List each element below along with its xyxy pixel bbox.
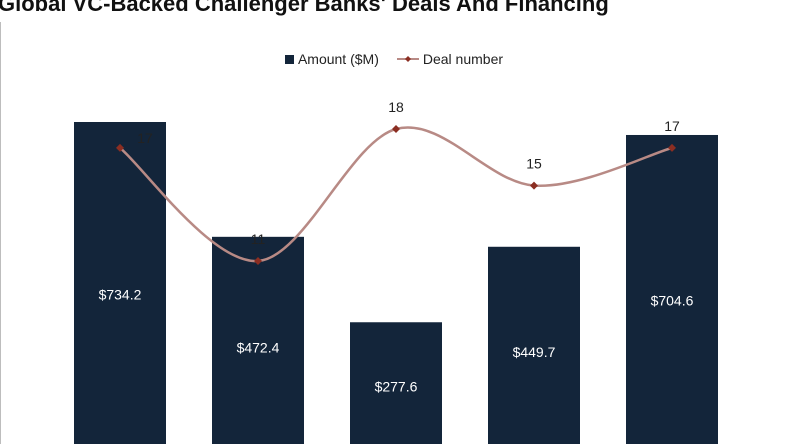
bar-2 <box>350 322 442 444</box>
bar-label-2: $277.6 <box>375 379 418 395</box>
bar-label-3: $449.7 <box>513 344 556 360</box>
bar-label-4: $704.6 <box>651 293 694 309</box>
chart-border <box>0 22 1 444</box>
bar-0 <box>74 122 166 444</box>
deal-label-4: 17 <box>664 118 680 134</box>
legend-item-amount: Amount ($M) <box>284 51 379 67</box>
legend-swatch-deal-number <box>396 56 419 62</box>
bar-1 <box>212 236 304 444</box>
bar-label-1: $472.4 <box>237 339 280 355</box>
deal-marker-1 <box>254 257 262 265</box>
deal-label-1: 11 <box>251 231 266 247</box>
bar-label-0: $734.2 <box>99 287 142 303</box>
bar-3 <box>488 246 580 444</box>
deal-number-line <box>119 126 673 263</box>
deal-marker-3 <box>530 181 538 190</box>
deal-marker-0 <box>116 143 124 152</box>
deal-label-0: 17 <box>137 130 153 146</box>
deal-label-3: 15 <box>526 156 542 172</box>
bar-4 <box>626 134 718 444</box>
legend-label-deal-number: Deal number <box>422 51 504 67</box>
legend: Amount ($M) Deal number <box>0 51 788 67</box>
deal-label-2: 18 <box>388 99 404 115</box>
chart-title: Global VC-Backed Challenger Banks' Deals… <box>0 0 609 16</box>
legend-item-deal-number: Deal number <box>396 51 504 67</box>
deal-marker-4 <box>668 143 676 152</box>
legend-label-amount: Amount ($M) <box>297 51 379 67</box>
deal-marker-2 <box>392 125 400 133</box>
legend-swatch-amount <box>284 54 294 64</box>
